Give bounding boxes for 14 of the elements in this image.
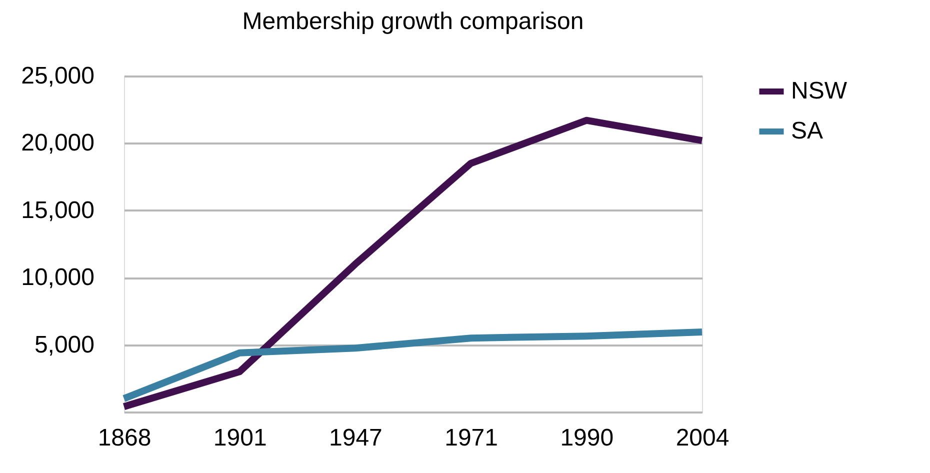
legend-label: SA: [791, 118, 824, 144]
x-tick-label: 1990: [560, 424, 614, 452]
y-tick-label: 5,000: [34, 331, 94, 358]
x-tick-label: 1947: [329, 424, 382, 452]
x-tick-label: 2004: [676, 424, 730, 452]
y-tick-label: 15,000: [21, 196, 94, 224]
x-tick-label: 1868: [98, 424, 152, 452]
y-tick-label: 25,000: [21, 62, 94, 90]
x-tick-label: 1901: [213, 424, 267, 452]
legend-label: NSW: [791, 78, 848, 104]
chart-title: Membership growth comparison: [242, 8, 584, 35]
y-tick-label: 20,000: [21, 130, 94, 157]
y-tick-label: 10,000: [21, 264, 94, 292]
x-tick-label: 1971: [444, 424, 498, 452]
